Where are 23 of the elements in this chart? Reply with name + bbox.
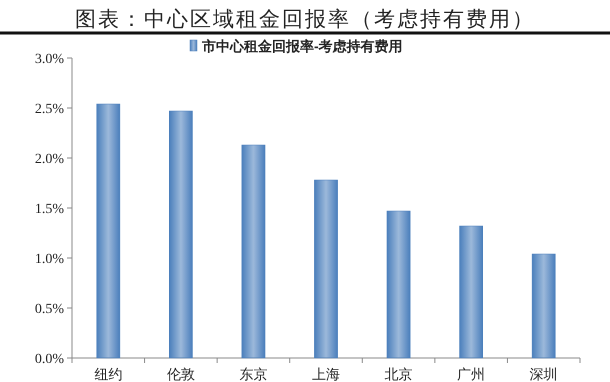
bar — [532, 254, 556, 358]
x-tick-label: 北京 — [384, 366, 413, 382]
bar — [96, 104, 120, 358]
bar — [168, 110, 193, 358]
chart-title: 图表：中心区域租金回报率（考虑持有费用） — [75, 8, 535, 31]
y-tick-label: 1.0% — [34, 252, 64, 267]
bar — [242, 144, 266, 358]
legend-label: 市中心租金回报率-考虑持有费用 — [201, 38, 403, 54]
y-tick-label: 1.5% — [34, 202, 64, 217]
y-tick-label: 0.5% — [34, 302, 64, 317]
x-tick-label: 广州 — [457, 366, 486, 382]
bar — [386, 210, 410, 358]
bar — [314, 180, 338, 358]
x-tick-label: 深圳 — [530, 366, 558, 382]
x-tick-label: 伦敦 — [166, 366, 195, 382]
x-tick-label: 东京 — [239, 366, 268, 382]
y-tick-label: 2.5% — [34, 102, 64, 117]
y-tick-label: 0.0% — [34, 352, 64, 367]
x-tick-label: 上海 — [312, 366, 340, 382]
y-tick-label: 3.0% — [34, 52, 64, 67]
y-tick-label: 2.0% — [34, 152, 64, 167]
x-tick-label: 纽约 — [94, 366, 122, 382]
bar — [459, 226, 484, 358]
